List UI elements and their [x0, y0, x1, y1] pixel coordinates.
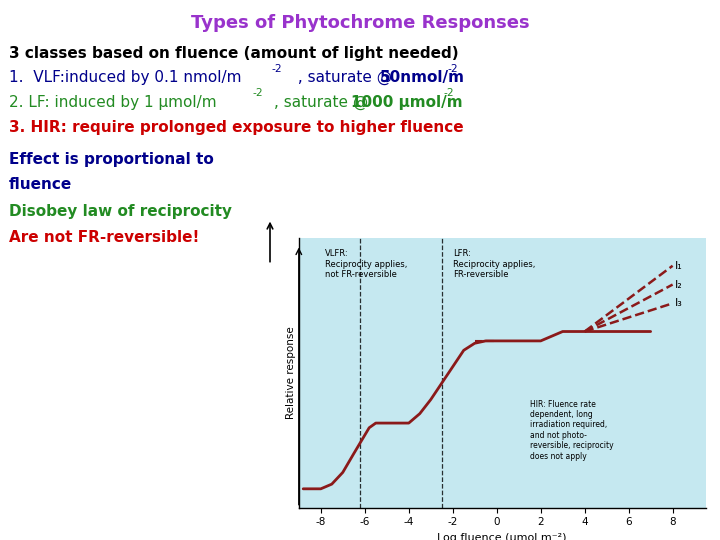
- Text: -2: -2: [252, 88, 263, 98]
- Text: 2. LF: induced by 1 μmol/m: 2. LF: induced by 1 μmol/m: [9, 94, 216, 110]
- Text: I₁: I₁: [675, 261, 683, 271]
- Text: 3. HIR: require prolonged exposure to higher fluence: 3. HIR: require prolonged exposure to hi…: [9, 120, 463, 135]
- Text: , saturate @: , saturate @: [293, 70, 397, 85]
- Text: LFR:
Reciprocity applies,
FR-reversible: LFR: Reciprocity applies, FR-reversible: [453, 249, 535, 279]
- Text: 50nmol/m: 50nmol/m: [379, 70, 464, 85]
- Text: 3 classes based on fluence (amount of light needed): 3 classes based on fluence (amount of li…: [9, 46, 458, 61]
- Text: Effect is proportional to: Effect is proportional to: [9, 152, 213, 167]
- Text: I₂: I₂: [675, 280, 683, 289]
- Y-axis label: Relative response: Relative response: [286, 326, 296, 419]
- Text: -2: -2: [448, 64, 459, 74]
- Text: 1.  VLF:induced by 0.1 nmol/m: 1. VLF:induced by 0.1 nmol/m: [9, 70, 241, 85]
- Text: Disobey law of reciprocity: Disobey law of reciprocity: [9, 204, 232, 219]
- Text: -2: -2: [271, 64, 282, 74]
- Text: Are not FR-reversible!: Are not FR-reversible!: [9, 230, 199, 245]
- Text: fluence: fluence: [9, 177, 72, 192]
- Text: I₃: I₃: [675, 298, 683, 308]
- Text: HIR: Fluence rate
dependent, long
irradiation required,
and not photo-
reversibl: HIR: Fluence rate dependent, long irradi…: [530, 400, 613, 461]
- Text: Types of Phytochrome Responses: Types of Phytochrome Responses: [191, 14, 529, 31]
- Text: -2: -2: [444, 88, 454, 98]
- X-axis label: Log fluence (μmol m⁻²): Log fluence (μmol m⁻²): [438, 533, 567, 540]
- Text: , saturate @: , saturate @: [274, 94, 373, 110]
- Text: 1000 μmol/m: 1000 μmol/m: [351, 94, 463, 110]
- Text: VLFR:
Reciprocity applies,
not FR-reversible: VLFR: Reciprocity applies, not FR-revers…: [325, 249, 408, 279]
